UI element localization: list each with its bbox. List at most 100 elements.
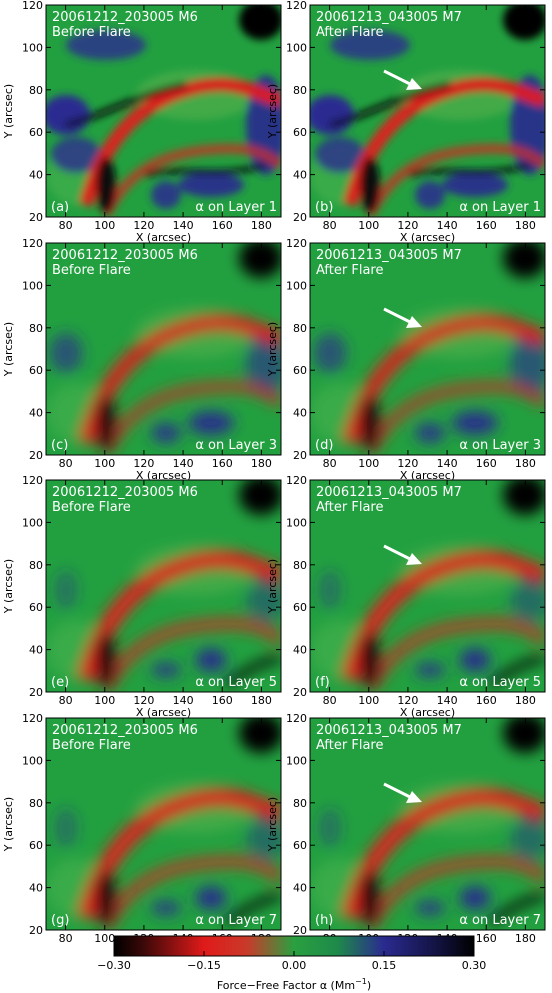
x-tick-label: 180 <box>515 457 536 470</box>
y-axis-title: Y (arcsec) <box>266 797 279 852</box>
y-axis-title: Y (arcsec) <box>2 559 15 614</box>
x-tick-label: 180 <box>251 457 272 470</box>
x-tick-label: 80 <box>59 457 73 470</box>
y-tick-label: 120 <box>286 474 307 487</box>
x-tick-label: 100 <box>94 457 115 470</box>
y-tick-label: 120 <box>22 712 43 725</box>
colorbar-tick-label: −0.30 <box>97 959 131 972</box>
panel-layer-label: α on Layer 7 <box>459 913 541 928</box>
x-axis-title: X (arcsec) <box>136 231 191 244</box>
y-tick-label: 80 <box>29 84 43 97</box>
y-axis-title: Y (arcsec) <box>2 84 15 139</box>
panel-state-label: After Flare <box>316 25 383 40</box>
x-axis-title: X (arcsec) <box>136 706 191 719</box>
alpha-map-f <box>310 480 545 692</box>
panel-date-label: 20061213_043005 M7 <box>316 723 462 738</box>
x-tick-label: 80 <box>323 219 337 232</box>
y-tick-label: 40 <box>293 882 307 895</box>
x-tick-label: 180 <box>515 932 536 945</box>
panel-state-label: After Flare <box>316 263 383 278</box>
panel-tag: (e) <box>51 675 69 690</box>
panel-layer-label: α on Layer 7 <box>195 913 277 928</box>
y-tick-label: 60 <box>29 839 43 852</box>
y-tick-label: 80 <box>29 322 43 335</box>
panel-tag: (c) <box>51 438 68 453</box>
y-tick-label: 40 <box>29 169 43 182</box>
panel-frame-b <box>309 4 546 218</box>
panel-tag: (g) <box>51 913 69 928</box>
x-axis-title: X (arcsec) <box>400 469 455 482</box>
y-tick-label: 120 <box>22 474 43 487</box>
x-tick-label: 160 <box>476 219 497 232</box>
panel-date-label: 20061212_203005 M6 <box>52 485 198 500</box>
y-tick-label: 20 <box>293 924 307 937</box>
x-tick-label: 140 <box>173 694 194 707</box>
panel-tag: (b) <box>315 200 333 215</box>
y-axis-title: Y (arcsec) <box>266 559 279 614</box>
colorbar: −0.30 −0.15 0.00 0.15 0.30 Force−Free Factor… <box>97 935 486 992</box>
panel-layer-label: α on Layer 3 <box>195 438 277 453</box>
y-tick-label: 20 <box>29 211 43 224</box>
y-tick-label: 100 <box>22 516 43 529</box>
x-tick-label: 80 <box>323 694 337 707</box>
x-tick-label: 100 <box>358 694 379 707</box>
x-axis-title: X (arcsec) <box>400 231 455 244</box>
y-tick-label: 40 <box>29 644 43 657</box>
y-tick-label: 20 <box>293 449 307 462</box>
x-tick-label: 180 <box>515 219 536 232</box>
panel-frame-a <box>45 4 282 218</box>
x-tick-label: 80 <box>59 932 73 945</box>
panel-frame-g <box>45 717 282 931</box>
panel-tag: (a) <box>51 200 69 215</box>
flare-arrow-h <box>383 782 422 803</box>
alpha-map-g <box>46 718 281 930</box>
x-tick-label: 140 <box>173 219 194 232</box>
x-tick-label: 160 <box>476 694 497 707</box>
y-axis-title: Y (arcsec) <box>2 322 15 377</box>
panel-layer-label: α on Layer 1 <box>459 200 541 215</box>
panel-date-label: 20061213_043005 M7 <box>316 248 462 263</box>
y-tick-label: 80 <box>293 84 307 97</box>
colorbar-tick-label: 0.15 <box>372 959 397 972</box>
y-tick-label: 80 <box>293 797 307 810</box>
y-axis-title: Y (arcsec) <box>266 322 279 377</box>
x-tick-label: 160 <box>212 219 233 232</box>
panel-state-label: After Flare <box>316 738 383 753</box>
x-tick-label: 120 <box>133 457 154 470</box>
x-axis-title: X (arcsec) <box>136 469 191 482</box>
panel-state-label: Before Flare <box>52 263 131 278</box>
y-tick-label: 120 <box>22 237 43 250</box>
x-tick-label: 100 <box>94 694 115 707</box>
panel-layer-label: α on Layer 3 <box>459 438 541 453</box>
panel-date-label: 20061213_043005 M7 <box>316 10 462 25</box>
y-tick-label: 80 <box>293 559 307 572</box>
panel-layer-label: α on Layer 5 <box>195 675 277 690</box>
y-tick-label: 40 <box>29 882 43 895</box>
y-axis-title: Y (arcsec) <box>2 797 15 852</box>
colorbar-ticks: −0.30 −0.15 0.00 0.15 0.30 <box>97 951 486 972</box>
panel-tag: (f) <box>315 675 330 690</box>
alpha-map-d <box>310 243 545 455</box>
x-tick-label: 160 <box>476 932 497 945</box>
x-axis-title: X (arcsec) <box>400 706 455 719</box>
y-tick-label: 60 <box>29 601 43 614</box>
alpha-map-e <box>46 480 281 692</box>
y-tick-label: 20 <box>293 686 307 699</box>
y-tick-label: 40 <box>293 644 307 657</box>
x-tick-label: 100 <box>94 932 115 945</box>
panel-date-label: 20061212_203005 M6 <box>52 10 198 25</box>
y-tick-label: 20 <box>29 924 43 937</box>
flare-arrow-d <box>383 307 422 328</box>
y-tick-label: 100 <box>22 279 43 292</box>
x-tick-label: 80 <box>59 694 73 707</box>
panel-state-label: Before Flare <box>52 25 131 40</box>
flare-arrow-f <box>383 544 422 565</box>
y-tick-label: 80 <box>29 797 43 810</box>
x-tick-label: 180 <box>251 219 272 232</box>
